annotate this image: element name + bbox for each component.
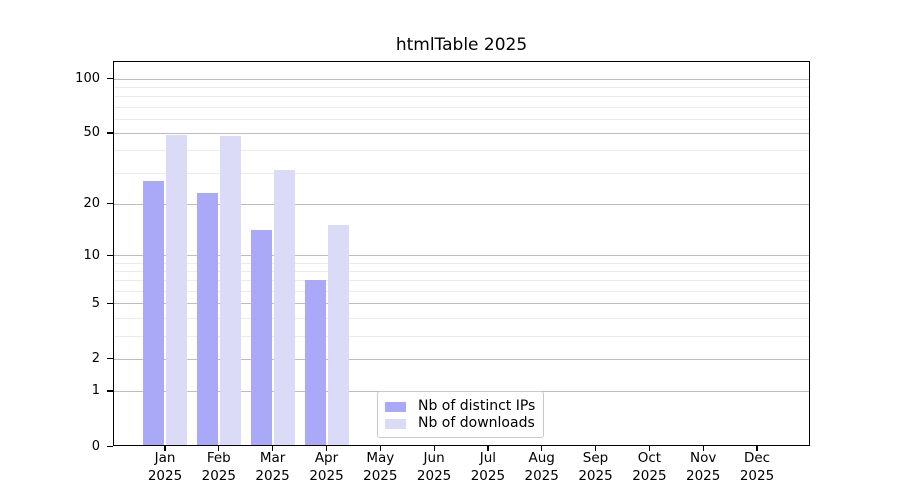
y-tick-mark	[107, 390, 113, 392]
x-tick-mark	[379, 446, 381, 451]
y-tick-label: 10	[83, 247, 100, 263]
y-gridline-minor	[114, 291, 809, 292]
y-tick-label: 5	[91, 295, 100, 311]
y-gridline-minor	[114, 96, 809, 98]
chart-legend: Nb of distinct IPs Nb of downloads	[377, 391, 544, 438]
bar-distinct-ips-feb	[196, 192, 218, 446]
y-gridline-major	[114, 132, 809, 134]
y-gridline-major	[114, 78, 809, 80]
bar-downloads-feb	[219, 136, 241, 446]
x-tick-mark	[164, 446, 166, 451]
y-gridline-major	[114, 358, 809, 360]
y-gridline-minor	[114, 106, 809, 108]
x-tick-label-nov: Nov 2025	[686, 450, 721, 484]
x-tick-label-jan: Jan 2025	[147, 450, 183, 484]
legend-row-downloads: Nb of downloads	[385, 415, 543, 432]
y-tick-mark	[107, 302, 113, 305]
y-gridline-minor	[114, 150, 809, 152]
x-tick-label-oct: Oct 2025	[632, 450, 667, 484]
x-tick-label-sep: Sep 2025	[578, 450, 613, 484]
y-tick-mark	[107, 254, 113, 256]
legend-label-downloads: Nb of downloads	[418, 415, 535, 431]
x-tick-label-aug: Aug 2025	[524, 450, 559, 484]
x-tick-mark	[487, 446, 489, 451]
y-tick-label: 1	[91, 383, 100, 399]
y-gridline-minor	[114, 118, 809, 120]
x-tick-mark	[218, 446, 220, 451]
bar-downloads-apr	[327, 225, 349, 446]
bar-downloads-mar	[273, 170, 295, 446]
y-tick-label: 0	[91, 438, 100, 454]
y-gridline-minor	[114, 172, 809, 174]
y-tick-label: 2	[91, 351, 100, 366]
y-tick-mark	[107, 358, 113, 360]
x-tick-mark	[433, 446, 435, 451]
y-gridline-major	[114, 203, 809, 205]
y-tick-mark	[107, 78, 113, 80]
x-tick-mark	[325, 446, 328, 451]
x-tick-mark	[272, 446, 274, 451]
x-tick-mark	[648, 446, 651, 451]
x-tick-label-mar: Mar 2025	[255, 450, 290, 484]
bar-distinct-ips-jan	[143, 180, 164, 446]
x-tick-mark	[541, 446, 543, 451]
distinct-ips-swatch-icon	[385, 401, 406, 412]
bar-distinct-ips-mar	[250, 230, 272, 446]
bar-distinct-ips-apr	[304, 280, 326, 446]
y-gridline-minor	[114, 317, 809, 319]
y-tick-mark	[107, 132, 113, 134]
y-tick-mark	[107, 203, 113, 205]
y-gridline-major	[114, 255, 809, 257]
x-tick-mark	[756, 446, 758, 451]
x-tick-mark	[702, 446, 704, 451]
chart-title: htmlTable 2025	[395, 35, 528, 55]
y-tick-mark	[107, 445, 113, 447]
y-gridline-minor	[114, 262, 809, 264]
x-tick-mark	[594, 446, 597, 451]
legend-label-distinct-ips: Nb of distinct IPs	[418, 398, 536, 414]
y-tick-label: 50	[83, 125, 100, 141]
x-tick-label-apr: Apr 2025	[309, 450, 344, 484]
downloads-swatch-icon	[385, 418, 406, 429]
bar-downloads-jan	[166, 134, 187, 446]
x-tick-label-jun: Jun 2025	[416, 450, 452, 484]
y-gridline-minor	[114, 335, 809, 337]
x-tick-label-feb: Feb 2025	[201, 450, 236, 484]
y-tick-label: 20	[83, 196, 100, 212]
y-gridline-minor	[114, 280, 809, 282]
x-tick-label-jul: Jul 2025	[470, 450, 506, 484]
legend-row-distinct-ips: Nb of distinct IPs	[385, 398, 543, 415]
x-tick-label-dec: Dec 2025	[739, 450, 775, 484]
y-gridline-major	[114, 303, 809, 305]
y-gridline-minor	[114, 271, 809, 272]
y-gridline-minor	[114, 86, 809, 88]
x-tick-label-may: May 2025	[363, 450, 398, 484]
y-tick-label: 100	[75, 71, 100, 86]
